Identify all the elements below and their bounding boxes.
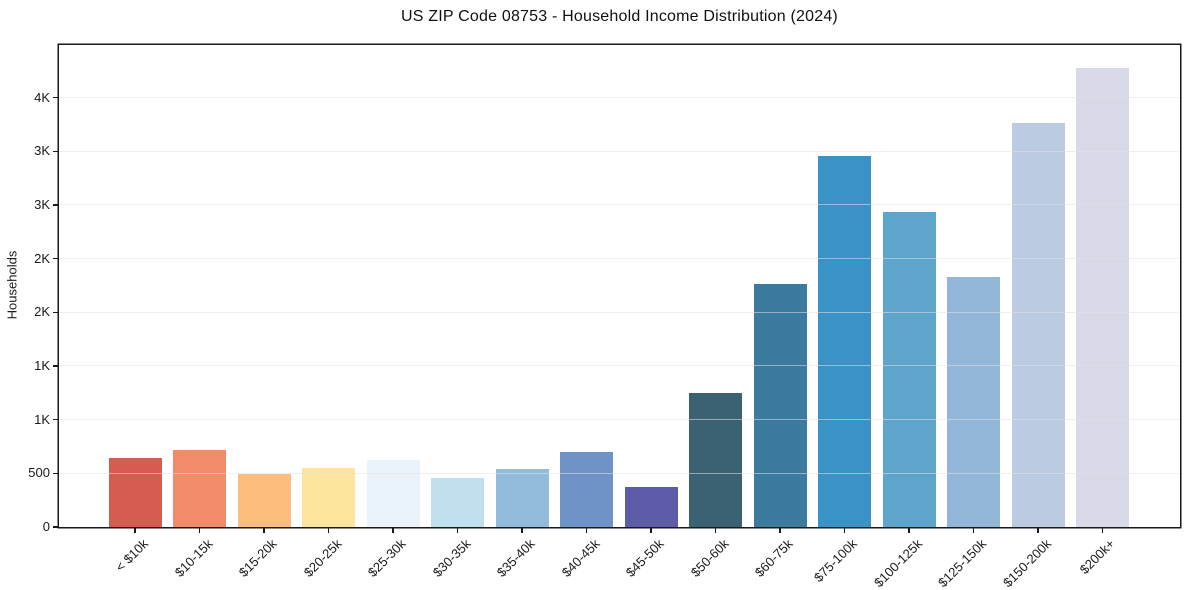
chart-title: US ZIP Code 08753 - Household Income Dis…: [401, 8, 838, 25]
bar-$50-60k: [689, 392, 742, 527]
y-tick-mark: [53, 96, 58, 99]
x-tick-label: $15-20k: [235, 536, 280, 580]
y-tick-mark: [53, 311, 58, 314]
bar-$15-20k: [237, 473, 291, 527]
x-tick-label: $30-35k: [429, 536, 474, 580]
bar-$25-30k: [366, 459, 420, 527]
bar-< $10k: [108, 458, 162, 527]
x-tick-mark: [585, 528, 588, 533]
x-tick-label: $20-25k: [300, 536, 345, 580]
x-tick-mark: [1037, 528, 1039, 533]
x-tick-mark: [650, 528, 652, 533]
x-tick-mark: [327, 528, 330, 533]
bar-$75-100k: [818, 156, 871, 527]
x-tick-label: $100-125k: [870, 536, 925, 590]
x-tick-mark: [908, 528, 910, 533]
bar-$10-15k: [173, 450, 226, 527]
x-tick-mark: [198, 528, 201, 533]
y-tick-mark: [53, 150, 58, 153]
x-tick-mark: [134, 528, 136, 533]
y-tick-mark: [53, 257, 58, 260]
y-tick-label: 3K: [34, 143, 50, 159]
x-tick-mark: [521, 528, 523, 533]
x-tick-label: $75-100k: [811, 536, 861, 585]
plot-area: [59, 45, 1180, 527]
y-tick-mark: [53, 418, 58, 421]
x-tick-mark: [779, 528, 781, 533]
x-tick-label: $60-75k: [751, 536, 796, 580]
bar-$200k+: [1076, 68, 1129, 527]
bars-layer: [59, 45, 1180, 527]
bar-$45-50k: [624, 486, 678, 527]
x-tick-mark: [714, 528, 717, 533]
x-tick-mark: [972, 528, 975, 533]
y-tick-mark: [53, 204, 58, 206]
y-tick-label: 2K: [34, 250, 50, 266]
x-tick-mark: [392, 528, 394, 533]
y-tick-label: 1K: [34, 357, 50, 373]
bar-$150-200k: [1011, 123, 1065, 527]
x-tick-mark: [263, 528, 265, 533]
y-tick-mark: [53, 365, 58, 367]
y-tick-mark: [53, 472, 58, 475]
x-tick-label: $200k+: [1077, 536, 1119, 578]
bar-$40-45k: [560, 451, 613, 527]
x-tick-label: $40-45k: [558, 536, 603, 580]
x-tick-mark: [843, 528, 846, 533]
bar-$60-75k: [753, 283, 807, 527]
y-tick-label: 0: [42, 519, 50, 534]
bar-$30-35k: [431, 478, 484, 527]
bar-$100-125k: [882, 211, 936, 527]
x-tick-mark: [456, 528, 459, 533]
y-tick-label: 3K: [34, 196, 50, 212]
y-tick-label: 500: [28, 465, 50, 481]
y-tick-label: 4K: [34, 89, 50, 105]
x-tick-label: $45-50k: [622, 536, 667, 580]
x-tick-label: $25-30k: [364, 536, 409, 580]
x-tick-label: < $10k: [112, 536, 151, 575]
x-tick-label: $35-40k: [493, 536, 538, 580]
bar-$20-25k: [302, 467, 355, 527]
bar-$35-40k: [495, 469, 549, 527]
y-tick-label: 2K: [34, 304, 50, 320]
bar-$125-150k: [947, 276, 1000, 527]
x-tick-label: $125-150k: [935, 536, 990, 590]
y-tick-mark: [53, 526, 58, 528]
x-tick-label: $10-15k: [171, 536, 216, 580]
x-tick-label: $50-60k: [687, 536, 732, 580]
x-tick-mark: [1101, 528, 1104, 533]
y-tick-label: 1K: [34, 411, 50, 427]
x-tick-label: $150-200k: [999, 536, 1054, 590]
